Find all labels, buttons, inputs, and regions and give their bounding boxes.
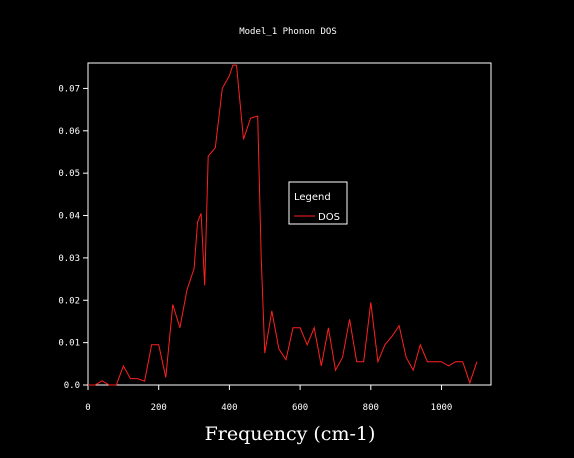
chart-title: Model_1 Phonon DOS	[239, 27, 337, 37]
x-tick-label: 200	[151, 403, 167, 413]
y-tick-label: 0.04	[58, 212, 80, 222]
x-axis: 0 200 400 600 800 1000	[85, 385, 452, 413]
y-axis: 0.0 0.01 0.02 0.03 0.04 0.05 0.06 0.07	[58, 84, 88, 391]
y-tick-label: 0.01	[58, 339, 80, 349]
x-tick-label: 800	[363, 403, 379, 413]
x-tick-label: 1000	[431, 403, 453, 413]
y-tick-label: 0.05	[58, 169, 80, 179]
legend-box	[288, 181, 348, 225]
x-tick-label: 400	[221, 403, 237, 413]
legend-title: Legend	[294, 192, 331, 203]
y-tick-label: 0.07	[58, 84, 80, 94]
series-line-dos	[88, 64, 478, 386]
x-axis-label: Frequency (cm-1)	[205, 423, 376, 445]
y-tick-label: 0.03	[58, 254, 80, 264]
legend-entry-dos: DOS	[318, 212, 340, 223]
y-tick-label: 0.02	[58, 296, 80, 306]
y-tick-label: 0.06	[58, 127, 80, 137]
legend: Legend DOS	[288, 181, 348, 225]
plot-frame	[87, 62, 492, 386]
x-tick-label: 0	[85, 403, 90, 413]
x-tick-label: 600	[292, 403, 308, 413]
y-tick-label: 0.0	[64, 381, 80, 391]
